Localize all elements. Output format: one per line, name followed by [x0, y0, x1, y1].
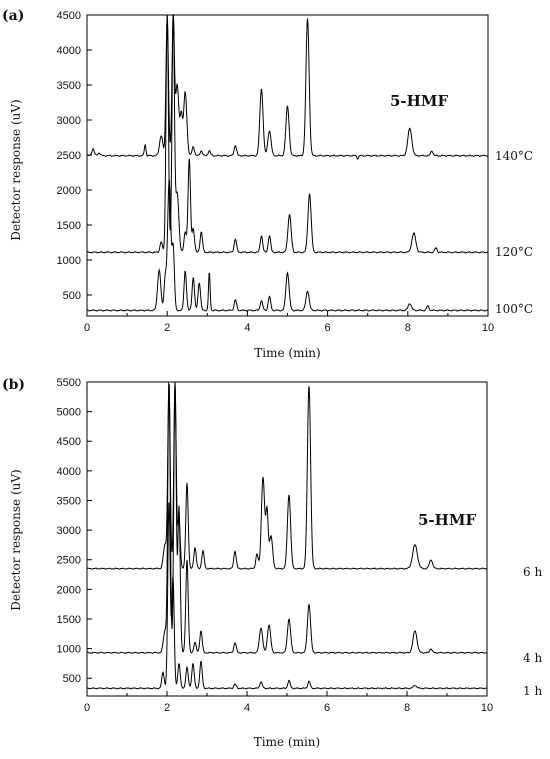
peak-annotation-5hmf: 5-HMF — [418, 511, 476, 529]
x-tick-label: 6 — [325, 322, 331, 334]
x-tick-label: 4 — [244, 322, 250, 334]
y-tick-label: 5000 — [57, 407, 81, 419]
series-trace — [86, 381, 488, 654]
y-axis-label: Detector response (uV) — [9, 99, 23, 240]
y-tick-label: 3500 — [57, 495, 81, 507]
series-label: 4 h — [523, 651, 542, 665]
x-tick-label: 8 — [405, 322, 411, 334]
peak-annotation-5hmf: 5-HMF — [390, 92, 448, 110]
x-tick-label: 0 — [84, 702, 90, 714]
plot-frame — [86, 14, 489, 317]
panel-label: (b) — [2, 377, 25, 393]
y-tick-label: 2500 — [57, 555, 81, 567]
y-tick-label: 3000 — [57, 115, 81, 127]
y-tick-label: 500 — [63, 290, 81, 302]
y-tick-label: 2000 — [57, 584, 81, 596]
series-label: 100°C — [495, 302, 533, 316]
chart-panel — [86, 13, 489, 317]
y-tick-label: 500 — [63, 673, 81, 685]
y-tick-label: 1000 — [57, 644, 81, 656]
x-tick-label: 8 — [404, 702, 410, 714]
series-trace — [86, 501, 488, 690]
series-label: 6 h — [523, 565, 542, 579]
y-tick-label: 1000 — [57, 255, 81, 267]
x-axis-label: Time (min) — [254, 346, 320, 360]
series-trace — [86, 179, 489, 312]
y-tick-label: 1500 — [57, 220, 81, 232]
y-tick-label: 2000 — [57, 185, 81, 197]
x-tick-label: 10 — [482, 322, 494, 334]
y-axis-label: Detector response (uV) — [9, 469, 23, 610]
x-tick-label: 2 — [164, 702, 170, 714]
series-trace — [86, 15, 489, 254]
y-tick-label: 4500 — [57, 436, 81, 448]
y-tick-label: 4000 — [57, 45, 81, 57]
x-tick-label: 10 — [481, 702, 493, 714]
y-tick-label: 1500 — [57, 614, 81, 626]
y-tick-label: 2500 — [57, 150, 81, 162]
y-tick-label: 3500 — [57, 80, 81, 92]
series-trace — [86, 13, 489, 160]
y-tick-label: 3000 — [57, 525, 81, 537]
y-tick-label: 4500 — [57, 10, 81, 22]
chart-panel — [86, 381, 488, 697]
x-axis-label: Time (min) — [254, 735, 320, 749]
series-label: 120°C — [495, 245, 533, 259]
x-tick-label: 6 — [324, 702, 330, 714]
series-label: 1 h — [523, 684, 542, 698]
x-tick-label: 4 — [244, 702, 250, 714]
y-tick-label: 5500 — [57, 377, 81, 389]
y-tick-label: 4000 — [57, 466, 81, 478]
series-trace — [86, 382, 488, 570]
series-label: 140°C — [495, 149, 533, 163]
x-tick-label: 2 — [164, 322, 170, 334]
x-tick-label: 0 — [84, 322, 90, 334]
panel-label: (a) — [2, 8, 24, 24]
